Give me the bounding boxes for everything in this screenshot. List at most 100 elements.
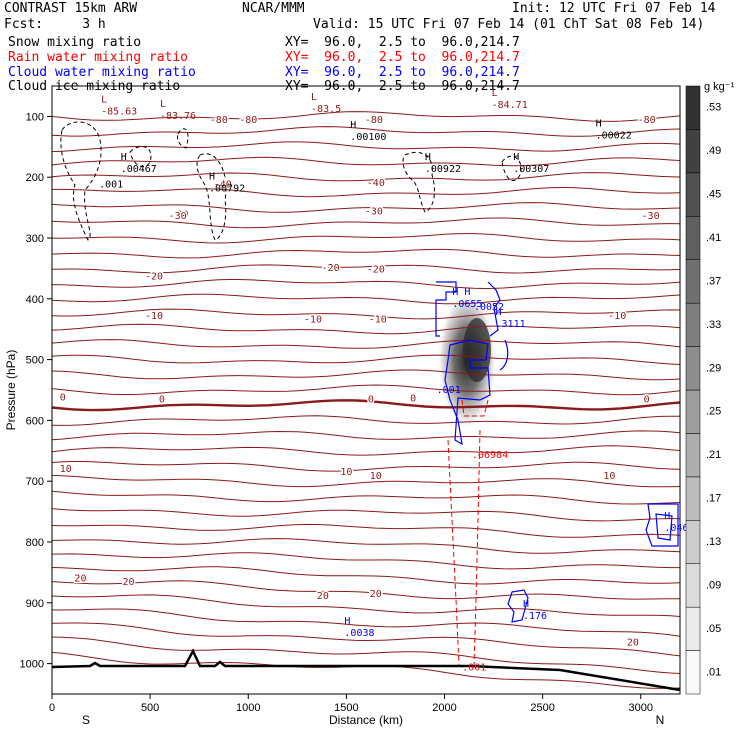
- cloud-water-contour-4: [499, 339, 509, 371]
- colorbar-label: .33: [706, 319, 721, 331]
- model-title: CONTRAST 15km ARW: [4, 1, 138, 16]
- y-tick-label: 200: [26, 172, 44, 184]
- y-tick-label: 500: [26, 355, 44, 367]
- isotherm-label: -30: [365, 207, 383, 218]
- isotherm-line: [52, 369, 680, 381]
- y-tick-label: 800: [26, 537, 44, 549]
- colorbar-label: .41: [706, 232, 721, 244]
- isotherm-line: [52, 636, 680, 674]
- colorbar-swatch: [685, 85, 701, 130]
- y-tick-label: 100: [26, 111, 44, 123]
- isotherm-line: [52, 384, 680, 396]
- isotherm-label: -80: [239, 115, 257, 126]
- isotherm-label: -10: [145, 311, 163, 322]
- colorbar-swatch: [685, 520, 701, 564]
- isotherm-label: 20: [627, 638, 639, 649]
- institution-label: NCAR/MMM: [242, 1, 305, 16]
- colorbar-label: .17: [706, 493, 721, 505]
- colorbar-swatch: [685, 476, 701, 521]
- extremum-value: .0038: [344, 628, 374, 639]
- x-tick-label: 3000: [629, 702, 653, 714]
- colorbar-swatch: [685, 302, 701, 347]
- extremum-value: .176: [523, 611, 547, 622]
- cloud-water-contour-2: [487, 281, 501, 337]
- extremum-value: .001: [99, 179, 123, 190]
- extremum-value: -83.5: [311, 104, 341, 115]
- extremum-value: .00467: [121, 164, 157, 175]
- extremum-value: .001: [437, 385, 461, 396]
- high-marker: H: [350, 120, 356, 131]
- x-tick-label: 0: [49, 702, 55, 714]
- isotherm-line: [52, 580, 680, 600]
- cloud-water-contour-3: [444, 339, 491, 446]
- low-marker: L: [101, 94, 107, 105]
- x-axis: 0 500 1000 1500 2000 2500 3000: [49, 694, 653, 714]
- snow-contour-2: [129, 146, 152, 168]
- isotherm-label: 20: [74, 573, 86, 584]
- field-xy-cloud-water: XY= 96.0, 2.5 to 96.0,214.7: [285, 65, 520, 80]
- isotherm-line: [52, 186, 680, 198]
- isotherm-line: [52, 415, 680, 426]
- cloud-water-contour-7: [655, 513, 673, 541]
- isotherm-line: [52, 508, 680, 522]
- isotherm-label: -20: [367, 264, 385, 275]
- isotherm-line: [52, 156, 680, 167]
- field-xy-snow: XY= 96.0, 2.5 to 96.0,214.7: [285, 35, 520, 50]
- isotherm-label: -20: [322, 263, 340, 274]
- isotherm-line: [52, 233, 680, 244]
- isotherm-label: 20: [370, 589, 382, 600]
- isotherm-line: [52, 323, 680, 335]
- colorbar-label: .49: [706, 145, 721, 157]
- x-tick-label: 1500: [334, 702, 358, 714]
- isotherm-line: [52, 339, 680, 349]
- colorbar: .01 .05 .09 .13 .17 .21 .25 .29 .33 .37 .41 .45 .49.…: [685, 81, 735, 695]
- isotherm-label: 10: [60, 464, 72, 475]
- isotherm-line: [52, 430, 680, 441]
- extremum-value: .0052: [474, 302, 504, 313]
- endpoint-right: N: [656, 713, 665, 727]
- snow-contour-6: [501, 155, 522, 181]
- valid-time: Valid: 15 UTC Fri 07 Feb 14 (01 ChT Sat …: [313, 17, 705, 32]
- isotherm-label: 20: [317, 591, 329, 602]
- isotherm-label: -10: [304, 314, 322, 325]
- high-marker: H: [513, 152, 519, 163]
- isotherm-zero: [52, 399, 680, 412]
- cloud-water-contour-6: [645, 503, 679, 547]
- isotherm-label: 0: [644, 395, 650, 406]
- x-tick-label: 2500: [530, 702, 554, 714]
- high-marker: H H: [452, 287, 470, 298]
- isotherm-label: 0: [368, 395, 374, 406]
- isotherm-line: [52, 354, 680, 365]
- isotherm-line: [52, 594, 680, 617]
- isotherm-line: [52, 264, 680, 274]
- extremum-value: .00100: [350, 132, 386, 143]
- endpoint-left: S: [82, 713, 90, 727]
- colorbar-label: .05: [706, 623, 721, 635]
- isotherm-lines: [52, 111, 680, 689]
- snow-contour-3: [177, 128, 189, 149]
- isotherm-line: [52, 461, 680, 472]
- isotherm-label: 10: [340, 467, 352, 478]
- isotherm-line: [52, 622, 680, 657]
- x-tick-label: 1000: [236, 702, 260, 714]
- y-tick-label: 1000: [20, 659, 44, 671]
- rain-contour-3: [461, 399, 489, 417]
- isotherm-label: -10: [369, 314, 387, 325]
- extremum-value: -85.63: [101, 106, 137, 117]
- colorbar-swatch: [685, 433, 701, 478]
- y-tick-label: 700: [26, 476, 44, 488]
- colorbar-swatch: [685, 606, 701, 651]
- x-tick-label: 500: [141, 702, 159, 714]
- extremum-value: .3111: [496, 319, 526, 330]
- isotherm-line: [52, 538, 680, 554]
- extremum-value: .00792: [209, 184, 245, 195]
- field-name-cloud-water: Cloud water mixing ratio: [8, 65, 196, 80]
- isotherm-label: 0: [410, 393, 416, 404]
- plot-frame: [51, 85, 681, 695]
- rain-contours: [447, 399, 489, 667]
- isotherm-line: [52, 172, 680, 182]
- isotherm-label: -40: [214, 179, 232, 190]
- y-tick-label: 900: [26, 598, 44, 610]
- isotherm-line: [52, 202, 680, 213]
